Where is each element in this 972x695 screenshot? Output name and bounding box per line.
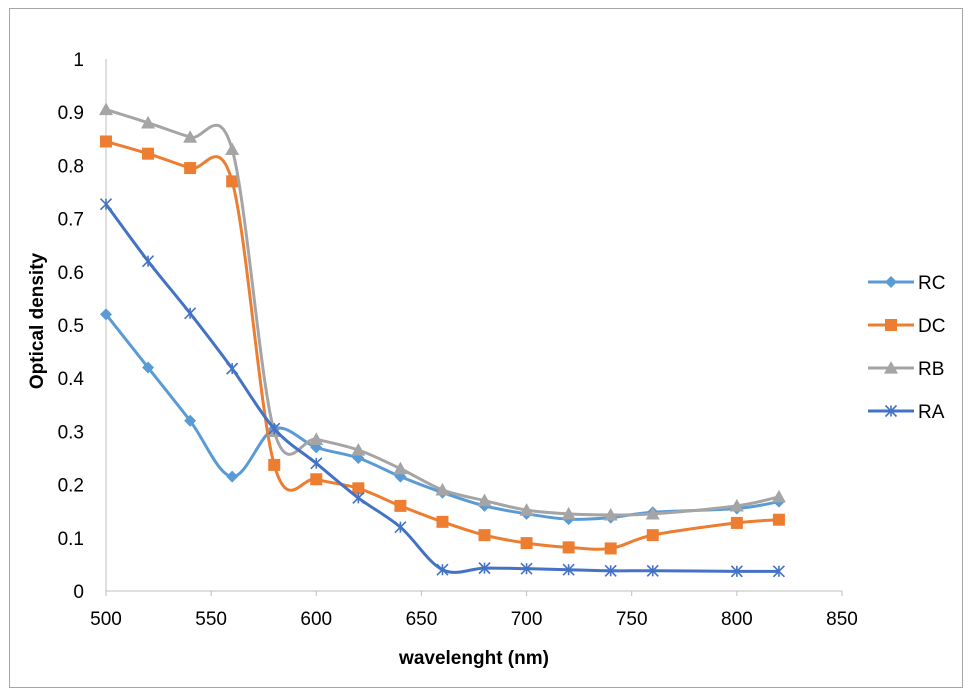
legend-marker [885,319,897,331]
data-point-dc [436,515,449,528]
data-point-dc [604,542,617,555]
data-point-rb [561,506,576,520]
x-tick-label: 750 [616,609,648,630]
data-point-rb [309,432,324,445]
data-point-ra [184,307,197,320]
x-tick-label: 650 [406,609,438,630]
data-point-dc [142,147,155,160]
data-point-rb [729,498,744,512]
data-point-ra [772,565,785,578]
data-point-ra [436,563,449,576]
chart-area: 500 550 600 650 700 750 800 850 0 0.1 0.2 0.3 0.4 0.5… [9,8,963,688]
legend-marker [884,361,898,374]
data-point-ra [141,255,155,268]
data-point-ra [394,521,407,534]
series-ra [99,198,785,578]
y-tick-label: 0 [73,582,84,603]
data-point-ra [226,362,239,375]
legend: RC DC RB RA [868,273,945,423]
data-point-dc [646,529,659,542]
data-point-ra [646,564,659,577]
data-point-dc [562,541,575,554]
data-point-rc [226,470,239,483]
data-point-rb [435,482,450,496]
y-tick-label: 0.6 [58,263,84,284]
data-point-dc [268,458,281,471]
y-tick-label: 0.5 [58,316,84,337]
y-tick-label: 0.8 [58,156,84,177]
data-point-rb [141,115,156,129]
data-point-dc [226,175,239,188]
y-tick-label: 0.1 [58,529,84,550]
legend-label: DC [918,316,945,337]
data-point-dc [394,499,407,512]
legend-label: RA [918,402,945,423]
series-line-ra [104,203,779,574]
data-point-dc [184,162,197,175]
data-point-rc [100,308,112,321]
data-point-rc [142,361,155,374]
data-point-dc [520,537,533,550]
x-tick-label: 500 [90,609,122,630]
data-point-rb [477,493,492,507]
data-point-ra [604,564,617,577]
data-point-dc [730,516,743,529]
data-point-ra [99,198,113,211]
data-point-rb [99,102,113,116]
data-point-ra [310,457,323,470]
x-axis-title: wavelenght (nm) [398,648,549,669]
line-chart: 500 550 600 650 700 750 800 850 0 0.1 0.2 0.3 0.4 0.5… [27,50,945,669]
data-point-rb [225,142,240,156]
legend-label: RC [918,273,945,294]
data-point-rb [183,130,198,143]
y-tick-label: 0.9 [58,103,84,124]
data-point-ra [562,563,575,576]
data-point-rb [519,503,534,516]
data-point-ra [352,491,365,504]
data-point-rb [771,489,786,503]
y-tick-label: 0.2 [58,476,84,497]
data-point-rb [351,443,366,456]
data-point-rc [184,414,197,427]
data-point-ra [520,562,533,575]
data-point-ra [730,565,743,578]
y-axis-title: Optical density [27,252,48,389]
legend-item-rc: RC [868,273,945,294]
legend-item-dc: DC [868,316,945,337]
data-point-dc [352,482,365,495]
legend-item-ra: RA [868,402,945,423]
data-point-dc [478,529,491,542]
x-tick-label: 600 [300,609,332,630]
series-rb [99,102,786,521]
y-tick-label: 0.4 [58,369,85,390]
legend-marker [885,276,897,288]
data-point-dc [772,513,785,526]
data-point-rb [393,461,408,475]
series-group [99,102,786,578]
data-point-ra [478,562,491,575]
axes: 500 550 600 650 700 750 800 850 0 0.1 0.2 0.3 0.4 0.5… [58,50,858,630]
data-point-dc [310,473,323,486]
x-tick-label: 700 [511,609,543,630]
data-point-rb [645,506,660,520]
data-point-dc [100,135,112,148]
legend-item-rb: RB [868,359,944,380]
x-tick-label: 550 [195,609,227,630]
legend-label: RB [918,359,944,380]
x-tick-label: 850 [826,609,858,630]
data-point-rb [603,507,618,521]
series-line-rb [105,108,780,517]
series-dc [100,135,785,555]
y-tick-label: 0.7 [58,210,84,231]
x-tick-label: 800 [721,609,753,630]
y-tick-label: 1 [73,50,84,71]
data-point-ra [268,422,281,435]
y-tick-label: 0.3 [58,422,84,443]
legend-marker [884,404,898,418]
